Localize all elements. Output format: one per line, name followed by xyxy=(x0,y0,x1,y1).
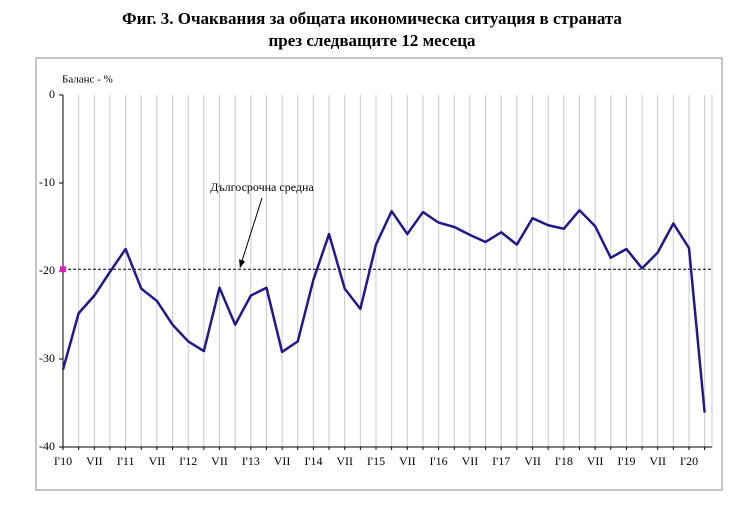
x-tick-label: VII xyxy=(649,454,666,468)
x-tick-label: VII xyxy=(211,454,228,468)
x-tick-label: I'14 xyxy=(304,454,322,468)
chart-frame xyxy=(35,57,723,491)
x-tick-label: I'11 xyxy=(117,454,135,468)
y-tick-label: -40 xyxy=(39,439,55,453)
y-tick-label: 0 xyxy=(49,87,55,101)
x-tick-label: I'20 xyxy=(680,454,698,468)
x-tick-label: VII xyxy=(274,454,291,468)
x-tick-label: VII xyxy=(149,454,166,468)
x-tick-label: I'12 xyxy=(179,454,197,468)
x-tick-label: I'10 xyxy=(54,454,72,468)
x-tick-label: VII xyxy=(524,454,541,468)
reference-label: Дългосрочна средна xyxy=(210,180,314,194)
y-tick-label: -30 xyxy=(39,351,55,365)
x-tick-label: I'15 xyxy=(367,454,385,468)
y-axis-label: Баланс - % xyxy=(62,74,113,86)
x-tick-label: VII xyxy=(86,454,103,468)
chart-subtitle: през следващите 12 месеца xyxy=(268,31,476,50)
x-tick-label: I'13 xyxy=(242,454,260,468)
data-line xyxy=(61,209,706,413)
chart-title: Фиг. 3. Очаквания за общата икономическа… xyxy=(122,9,622,28)
y-tick-label: -20 xyxy=(39,263,55,277)
x-tick-label: I'16 xyxy=(430,454,448,468)
x-tick-label: I'19 xyxy=(617,454,635,468)
x-tick-label: VII xyxy=(336,454,353,468)
x-tick-label: VII xyxy=(399,454,416,468)
x-tick-label: VII xyxy=(462,454,479,468)
annotation-arrowhead xyxy=(239,259,245,269)
reference-marker xyxy=(60,266,66,273)
x-tick-label: VII xyxy=(587,454,604,468)
annotation-arrow xyxy=(239,197,263,268)
y-tick-label: -10 xyxy=(39,175,55,189)
x-tick-label: I'18 xyxy=(555,454,573,468)
x-tick-label: I'17 xyxy=(492,454,510,468)
